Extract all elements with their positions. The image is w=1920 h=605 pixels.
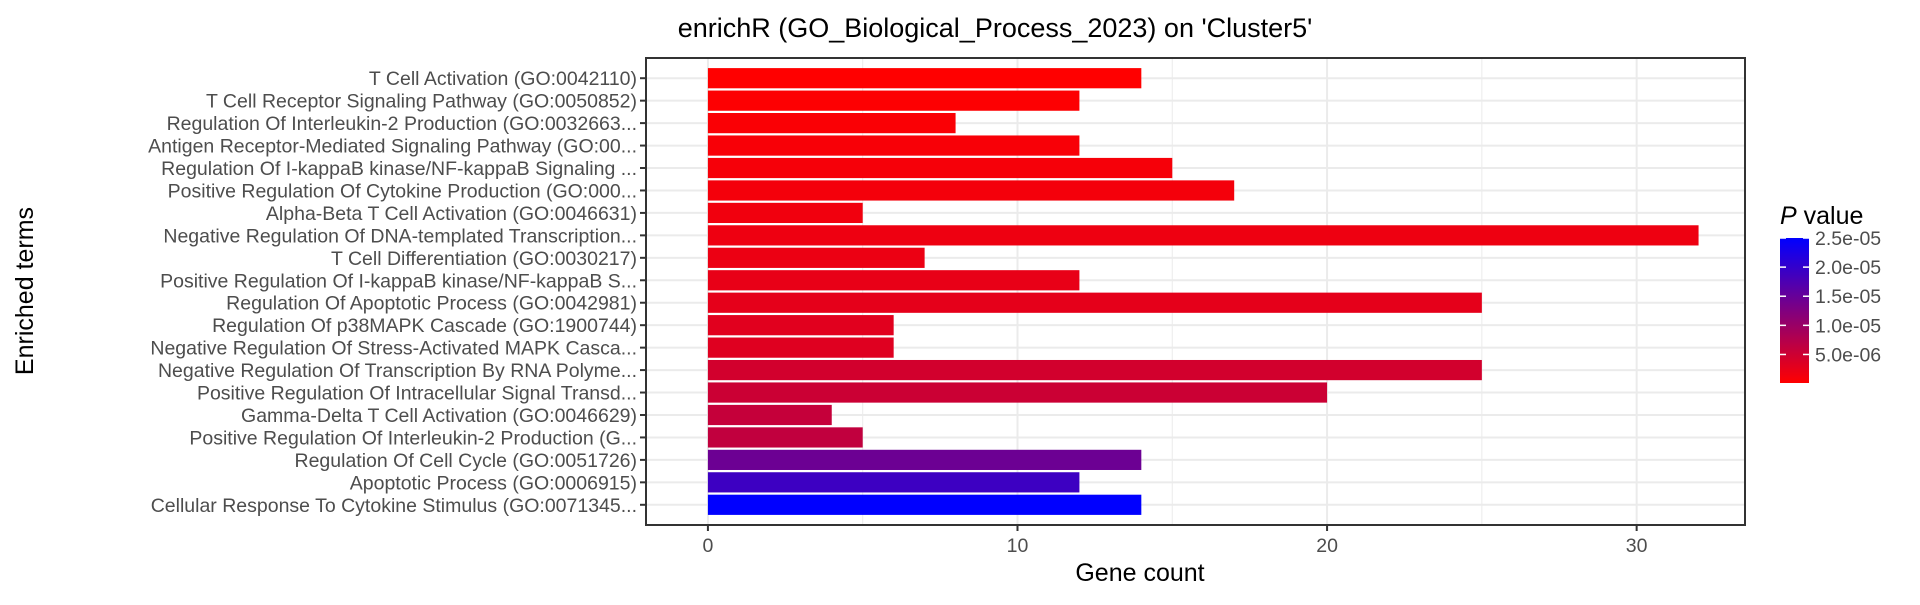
x-tick-label: 10 <box>1007 535 1029 557</box>
y-tick-label: Cellular Response To Cytokine Stimulus (… <box>151 495 637 517</box>
bar <box>707 180 1235 201</box>
bar <box>707 90 1080 111</box>
y-axis-title: Enriched terms <box>11 207 39 375</box>
y-axis-labels: T Cell Activation (GO:0042110)T Cell Rec… <box>148 68 646 517</box>
y-tick-label: Positive Regulation Of I-kappaB kinase/N… <box>160 270 637 292</box>
legend-tick-label: 2.5e-05 <box>1815 228 1881 250</box>
bar <box>707 382 1328 403</box>
bar <box>707 337 894 358</box>
y-tick-label: T Cell Differentiation (GO:0030217) <box>331 248 637 270</box>
x-tick-label: 20 <box>1316 535 1338 557</box>
bar <box>707 202 863 224</box>
chart-title: enrichR (GO_Biological_Process_2023) on … <box>678 13 1313 43</box>
legend-colorbar <box>1780 238 1809 383</box>
bar <box>707 292 1482 313</box>
x-axis: 0 10 20 30 <box>702 525 1648 557</box>
legend: P value 2.5e-05 2.0e-05 1.5e-05 1.0e-05 5.0e… <box>1780 202 1881 383</box>
bar <box>707 472 1080 493</box>
bar <box>707 135 1080 156</box>
y-tick-label: Antigen Receptor-Mediated Signaling Path… <box>148 136 637 158</box>
legend-title: P value <box>1780 202 1863 230</box>
y-tick-label: T Cell Activation (GO:0042110) <box>369 68 637 90</box>
legend-tick-label: 1.0e-05 <box>1815 315 1881 337</box>
y-tick-label: Regulation Of p38MAPK Cascade (GO:190074… <box>212 315 637 337</box>
x-tick-label: 30 <box>1626 535 1648 557</box>
bar <box>707 157 1173 179</box>
y-tick-label: Regulation Of Apoptotic Process (GO:0042… <box>226 293 637 315</box>
bar <box>707 494 1142 515</box>
legend-tick-label: 1.5e-05 <box>1815 286 1881 308</box>
y-tick-label: Positive Regulation Of Intracellular Sig… <box>197 383 637 405</box>
bar <box>707 315 894 336</box>
bar <box>707 225 1699 246</box>
bars-group <box>707 68 1699 515</box>
bar <box>707 359 1482 381</box>
bar <box>707 113 956 134</box>
legend-title-rest: value <box>1797 202 1864 230</box>
plot-panel-border <box>645 57 1746 526</box>
x-axis-title: Gene count <box>1075 559 1204 587</box>
y-tick-label: Apoptotic Process (GO:0006915) <box>350 472 637 494</box>
y-tick-label: Negative Regulation Of DNA-templated Tra… <box>163 225 637 247</box>
y-tick-label: T Cell Receptor Signaling Pathway (GO:00… <box>206 91 637 113</box>
y-tick-label: Positive Regulation Of Cytokine Producti… <box>168 180 637 202</box>
bar <box>707 270 1080 291</box>
bar <box>707 68 1142 89</box>
bar <box>707 449 1142 470</box>
legend-ticks: 2.5e-05 2.0e-05 1.5e-05 1.0e-05 5.0e-06 <box>1780 228 1881 366</box>
legend-tick-label: 5.0e-06 <box>1815 344 1881 366</box>
bar <box>707 427 863 448</box>
y-tick-label: Positive Regulation Of Interleukin-2 Pro… <box>189 427 637 449</box>
y-tick-label: Gamma-Delta T Cell Activation (GO:004662… <box>241 405 637 427</box>
y-tick-label: Regulation Of Cell Cycle (GO:0051726) <box>295 450 638 472</box>
y-tick-label: Regulation Of I-kappaB kinase/NF-kappaB … <box>161 158 637 180</box>
y-tick-label: Regulation Of Interleukin-2 Production (… <box>167 113 637 135</box>
y-tick-label: Negative Regulation Of Transcription By … <box>158 360 637 382</box>
y-tick-label: Alpha-Beta T Cell Activation (GO:0046631… <box>266 203 637 225</box>
bar <box>707 247 925 268</box>
legend-tick-label: 2.0e-05 <box>1815 257 1881 279</box>
bar <box>707 404 832 426</box>
x-tick-label: 0 <box>702 535 713 557</box>
legend-title-italic: P <box>1780 202 1797 230</box>
y-tick-label: Negative Regulation Of Stress-Activated … <box>150 338 637 360</box>
